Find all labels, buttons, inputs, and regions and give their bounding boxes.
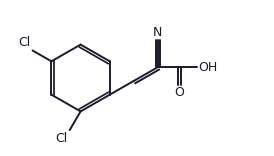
Text: Cl: Cl [18,36,31,49]
Text: Cl: Cl [55,132,68,145]
Text: OH: OH [198,61,218,74]
Text: O: O [175,86,184,99]
Text: N: N [153,26,162,39]
